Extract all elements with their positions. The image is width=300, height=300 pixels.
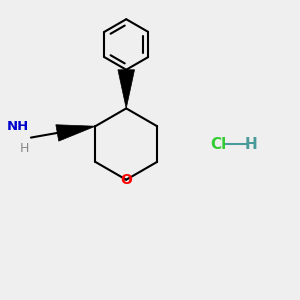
Polygon shape	[56, 125, 95, 141]
Text: NH: NH	[7, 120, 29, 133]
Text: O: O	[120, 173, 132, 187]
Text: H: H	[245, 136, 257, 152]
Text: Cl: Cl	[210, 136, 226, 152]
Text: H: H	[20, 142, 29, 155]
Polygon shape	[118, 70, 134, 108]
